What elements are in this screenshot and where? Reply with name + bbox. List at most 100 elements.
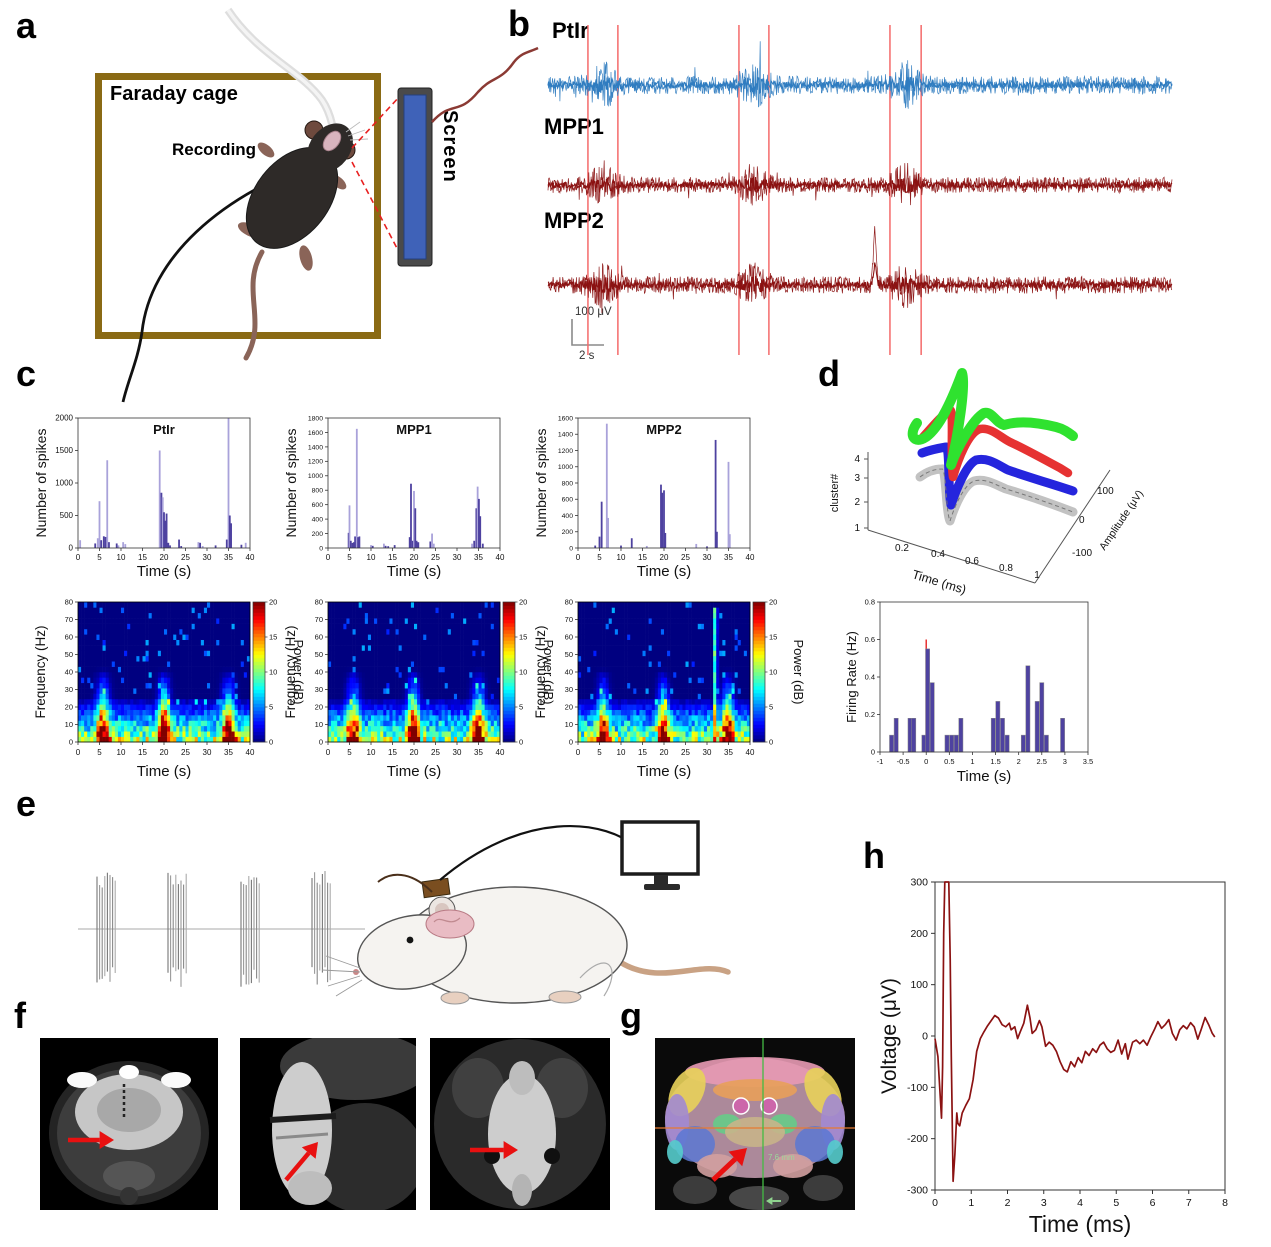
heatmap-cell — [438, 693, 442, 700]
heatmap-cell — [685, 725, 689, 732]
heatmap-cell — [633, 715, 637, 721]
heatmap-cell — [596, 709, 600, 716]
heatmap-cell — [246, 612, 251, 619]
heatmap-cell — [114, 655, 119, 662]
heatmap-cell — [136, 628, 140, 635]
heatmap-cell — [358, 736, 363, 743]
heatmap-cell — [173, 709, 177, 716]
colorbar-cell — [503, 665, 515, 669]
heatmap-cell — [487, 645, 492, 651]
heatmap-cell — [334, 715, 338, 721]
heatmap-cell — [608, 618, 613, 624]
heatmap-cell — [453, 661, 458, 667]
colorbar-cell — [753, 738, 765, 743]
heatmap-cell — [407, 672, 412, 678]
heatmap-cell — [355, 666, 360, 673]
heatmap-cell — [167, 709, 171, 716]
heatmap-cell — [719, 612, 723, 619]
heatmap-cell — [639, 736, 643, 743]
heatmap-cell — [743, 602, 748, 608]
heatmap-cell — [420, 628, 424, 635]
heatmap-cell — [447, 650, 452, 657]
heatmap-cell — [679, 623, 683, 630]
heatmap-cell — [697, 650, 702, 657]
heatmap-cell — [703, 618, 708, 624]
heatmap-cell — [401, 672, 406, 678]
heatmap-cell — [81, 628, 85, 635]
heatmap-cell — [581, 612, 585, 619]
heatmap-cell — [81, 715, 85, 721]
heatmap-cell — [743, 634, 748, 640]
heatmap-cell — [225, 688, 229, 694]
heatmap-cell — [593, 698, 597, 705]
heatmap-cell — [578, 602, 582, 608]
heatmap-cell — [420, 688, 424, 694]
heatmap-cell — [210, 731, 214, 737]
y-tick-label: 800 — [562, 480, 574, 487]
heatmap-cell — [130, 736, 134, 743]
heatmap-cell — [426, 618, 430, 624]
heatmap-cell — [96, 731, 100, 737]
heatmap-cell — [466, 645, 470, 651]
heatmap-cell — [374, 623, 378, 630]
heatmap-cell — [179, 731, 183, 737]
heatmap-cell — [611, 704, 616, 710]
heatmap-cell — [90, 650, 94, 657]
heatmap-cell — [731, 666, 735, 673]
heatmap-cell — [484, 618, 489, 624]
heatmap-cell — [457, 623, 461, 630]
heatmap-cell — [340, 639, 344, 646]
heatmap-cell — [340, 602, 344, 608]
heatmap-cell — [746, 725, 751, 732]
heatmap-cell — [234, 693, 239, 700]
heatmap-cell — [173, 736, 177, 743]
heatmap-cell — [170, 645, 174, 651]
heatmap-cell — [493, 661, 498, 667]
heatmap-cell — [731, 725, 735, 732]
heatmap-cell — [463, 623, 467, 630]
x-tick-label: 10 — [617, 748, 626, 757]
heatmap-cell — [660, 693, 665, 700]
heatmap-cell — [127, 682, 131, 689]
heatmap-cell — [389, 677, 393, 684]
heatmap-cell — [383, 623, 387, 630]
heatmap-cell — [246, 720, 251, 727]
heatmap-cell — [154, 720, 159, 727]
heatmap-cell — [599, 618, 603, 624]
heatmap-cell — [84, 693, 88, 700]
heatmap-cell — [743, 677, 748, 684]
heatmap-cell — [472, 639, 476, 646]
heatmap-cell — [584, 677, 588, 684]
heatmap-cell — [450, 623, 455, 630]
heatmap-cell — [401, 666, 406, 673]
histogram-bar — [165, 513, 168, 548]
heatmap-cell — [78, 720, 82, 727]
heatmap-cell — [164, 666, 168, 673]
heatmap-cell — [743, 639, 748, 646]
heatmap-cell — [414, 650, 418, 657]
heatmap-cell — [398, 672, 403, 678]
heatmap-cell — [578, 655, 582, 662]
histogram-bar — [473, 540, 476, 548]
heatmap-cell — [145, 688, 149, 694]
heatmap-cell — [487, 634, 492, 640]
heatmap-cell — [407, 607, 412, 614]
heatmap-cell — [490, 731, 495, 737]
heatmap-cell — [740, 736, 745, 743]
heatmap-cell — [111, 645, 116, 651]
heatmap-cell — [203, 677, 208, 684]
heatmap-cell — [697, 715, 702, 721]
heatmap-cell — [243, 612, 248, 619]
heatmap-cell — [130, 688, 134, 694]
heatmap-cell — [182, 639, 186, 646]
colorbar-cell — [753, 605, 765, 610]
heatmap-cell — [496, 698, 501, 705]
heatmap-cell — [676, 618, 680, 624]
heatmap-cell — [225, 698, 229, 705]
heatmap-cell — [213, 672, 217, 678]
heatmap-cell — [444, 639, 449, 646]
heatmap-cell — [593, 645, 597, 651]
heatmap-cell — [617, 655, 622, 662]
heatmap-cell — [219, 698, 223, 705]
heatmap-cell — [679, 731, 683, 737]
